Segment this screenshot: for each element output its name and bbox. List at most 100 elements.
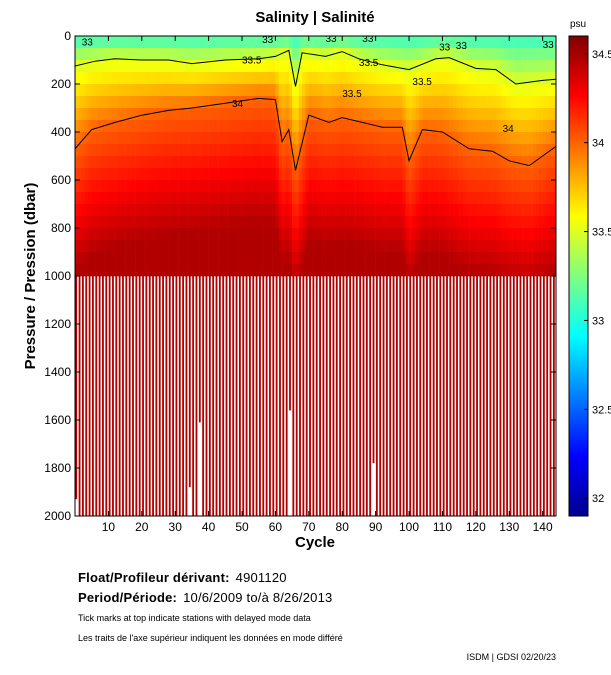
salinity-cell bbox=[151, 180, 156, 193]
salinity-cell bbox=[362, 96, 366, 109]
salinity-cell bbox=[242, 264, 246, 277]
credit-line: ISDM | GDSI 02/20/23 bbox=[466, 652, 556, 662]
period-info: Period/Période: 10/6/2009 to/à 8/26/2013 bbox=[78, 590, 332, 605]
salinity-cell bbox=[529, 84, 533, 97]
salinity-cell bbox=[368, 168, 373, 181]
salinity-cell bbox=[522, 132, 527, 145]
deep-profile-bar bbox=[476, 276, 478, 516]
salinity-cell bbox=[225, 252, 229, 265]
salinity-cell bbox=[292, 264, 296, 277]
salinity-cell bbox=[465, 240, 470, 253]
salinity-cell bbox=[101, 132, 106, 145]
salinity-cell bbox=[469, 216, 473, 229]
salinity-cell bbox=[519, 120, 523, 133]
salinity-cell bbox=[298, 60, 303, 73]
salinity-cell bbox=[278, 252, 283, 265]
salinity-cell bbox=[405, 180, 410, 193]
salinity-cell bbox=[268, 252, 273, 265]
salinity-cell bbox=[221, 216, 226, 229]
salinity-cell bbox=[412, 96, 417, 109]
salinity-cell bbox=[495, 252, 500, 265]
salinity-cell bbox=[485, 132, 490, 145]
salinity-cell bbox=[525, 96, 530, 109]
salinity-cell bbox=[141, 96, 146, 109]
salinity-cell bbox=[539, 204, 543, 217]
salinity-cell bbox=[208, 132, 213, 145]
salinity-cell bbox=[312, 120, 316, 133]
salinity-cell bbox=[372, 48, 376, 61]
profile-column bbox=[225, 36, 229, 516]
profile-column bbox=[328, 36, 333, 516]
salinity-cell bbox=[459, 252, 463, 265]
salinity-cell bbox=[459, 240, 463, 253]
salinity-cell bbox=[115, 252, 119, 265]
salinity-cell bbox=[358, 204, 363, 217]
salinity-cell bbox=[91, 252, 96, 265]
salinity-cell bbox=[272, 120, 276, 133]
salinity-cell bbox=[552, 228, 556, 241]
salinity-cell bbox=[332, 216, 336, 229]
salinity-cell bbox=[85, 252, 89, 265]
salinity-cell bbox=[175, 96, 179, 109]
salinity-cell bbox=[138, 216, 143, 229]
salinity-cell bbox=[95, 228, 99, 241]
salinity-cell bbox=[332, 108, 336, 121]
salinity-cell bbox=[378, 192, 383, 205]
salinity-cell bbox=[121, 144, 126, 157]
salinity-cell bbox=[345, 156, 350, 169]
salinity-cell bbox=[552, 108, 556, 121]
profile-column bbox=[395, 36, 400, 516]
salinity-cell bbox=[392, 108, 396, 121]
salinity-cell bbox=[542, 216, 547, 229]
salinity-cell bbox=[445, 192, 450, 205]
salinity-cell bbox=[519, 240, 523, 253]
salinity-cell bbox=[111, 120, 116, 133]
salinity-cell bbox=[315, 84, 320, 97]
salinity-cell bbox=[419, 192, 423, 205]
profile-column bbox=[358, 36, 363, 516]
salinity-cell bbox=[492, 204, 497, 217]
salinity-cell bbox=[285, 48, 290, 61]
salinity-cell bbox=[161, 180, 166, 193]
salinity-cell bbox=[399, 84, 403, 97]
salinity-cell bbox=[215, 216, 219, 229]
profile-column bbox=[111, 36, 116, 516]
salinity-cell bbox=[78, 156, 82, 169]
salinity-cell bbox=[215, 144, 219, 157]
deep-profile-bar bbox=[409, 276, 412, 516]
salinity-cell bbox=[98, 240, 103, 253]
salinity-cell bbox=[522, 120, 527, 133]
salinity-cell bbox=[355, 60, 360, 73]
salinity-cell bbox=[111, 132, 116, 145]
salinity-cell bbox=[135, 96, 139, 109]
salinity-cell bbox=[362, 132, 366, 145]
salinity-cell bbox=[255, 204, 260, 217]
salinity-cell bbox=[505, 132, 510, 145]
salinity-cell bbox=[235, 84, 239, 97]
salinity-cell bbox=[439, 240, 443, 253]
salinity-cell bbox=[302, 108, 306, 121]
salinity-cell bbox=[305, 96, 310, 109]
salinity-cell bbox=[348, 168, 353, 181]
salinity-cell bbox=[171, 108, 176, 121]
salinity-cell bbox=[529, 120, 533, 133]
salinity-cell bbox=[358, 168, 363, 181]
salinity-cell bbox=[362, 120, 366, 133]
salinity-cell bbox=[439, 36, 443, 49]
salinity-cell bbox=[435, 168, 440, 181]
salinity-cell bbox=[175, 192, 179, 205]
deep-profile-bar bbox=[499, 276, 502, 516]
salinity-cell bbox=[432, 96, 437, 109]
salinity-cell bbox=[358, 120, 363, 133]
salinity-cell bbox=[465, 132, 470, 145]
salinity-cell bbox=[181, 192, 186, 205]
salinity-cell bbox=[345, 192, 350, 205]
salinity-cell bbox=[81, 60, 86, 73]
salinity-cell bbox=[305, 204, 310, 217]
salinity-cell bbox=[105, 240, 109, 253]
salinity-cell bbox=[238, 264, 243, 277]
salinity-cell bbox=[218, 72, 223, 85]
salinity-cell bbox=[422, 96, 427, 109]
salinity-cell bbox=[275, 96, 280, 109]
salinity-cell bbox=[322, 36, 326, 49]
